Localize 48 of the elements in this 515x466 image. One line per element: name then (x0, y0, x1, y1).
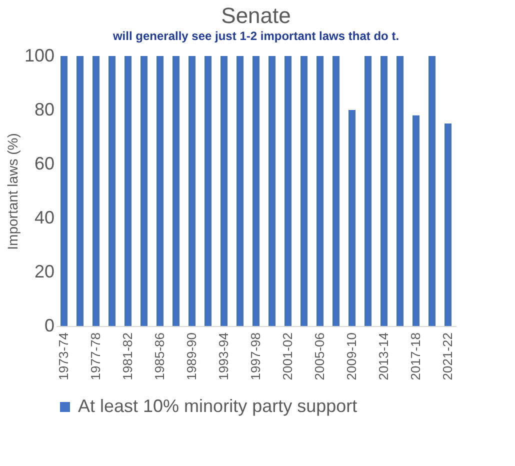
y-tick-label: 20 (34, 262, 54, 282)
bar (92, 56, 100, 326)
x-tick-label: 1997-98 (248, 332, 263, 380)
bar (428, 56, 436, 326)
x-tick-label: 1981-82 (120, 332, 135, 380)
x-tick-label: 1985-86 (152, 332, 167, 380)
bar (268, 56, 276, 326)
bar (140, 56, 148, 326)
bar (412, 115, 420, 326)
bar (300, 56, 308, 326)
bar (124, 56, 132, 326)
bar (236, 56, 244, 326)
x-tick-label: 2001-02 (280, 332, 295, 380)
x-tick-label: 2021-22 (440, 332, 455, 380)
bar (172, 56, 180, 326)
bar (108, 56, 116, 326)
x-tick-label: 2013-14 (376, 332, 391, 380)
bar (284, 56, 292, 326)
text: will generally see just 1-2 important laws that do t. (112, 29, 400, 43)
x-tick-label: 2009-10 (344, 332, 359, 380)
bar (76, 56, 84, 326)
x-tick-label: 1973-74 (56, 332, 71, 380)
bar (316, 56, 324, 326)
y-tick-label: 60 (34, 154, 54, 174)
bar (156, 56, 164, 326)
bar (364, 56, 372, 326)
x-tick-label: 2017-18 (408, 332, 423, 380)
bar (348, 110, 356, 326)
bar (396, 56, 404, 326)
bar (60, 56, 68, 326)
x-tick-label: 1993-94 (216, 332, 231, 380)
y-tick-label: 0 (44, 316, 54, 336)
bar (188, 56, 196, 326)
bar (204, 56, 212, 326)
legend-label: At least 10% minority party support (78, 396, 358, 416)
x-tick-label: 1989-90 (184, 332, 199, 380)
y-tick-label: 80 (34, 100, 54, 120)
bar (220, 56, 228, 326)
x-tick-label: 2005-06 (312, 332, 327, 380)
y-axis-title: Important laws (%) (4, 133, 20, 250)
bar (332, 56, 340, 326)
y-tick-label: 100 (24, 46, 54, 66)
bar (252, 56, 260, 326)
bar (380, 56, 388, 326)
x-tick-label: 1977-78 (88, 332, 103, 380)
bar (444, 124, 452, 326)
chart-title: Senate (221, 3, 291, 28)
y-tick-label: 40 (34, 208, 54, 228)
